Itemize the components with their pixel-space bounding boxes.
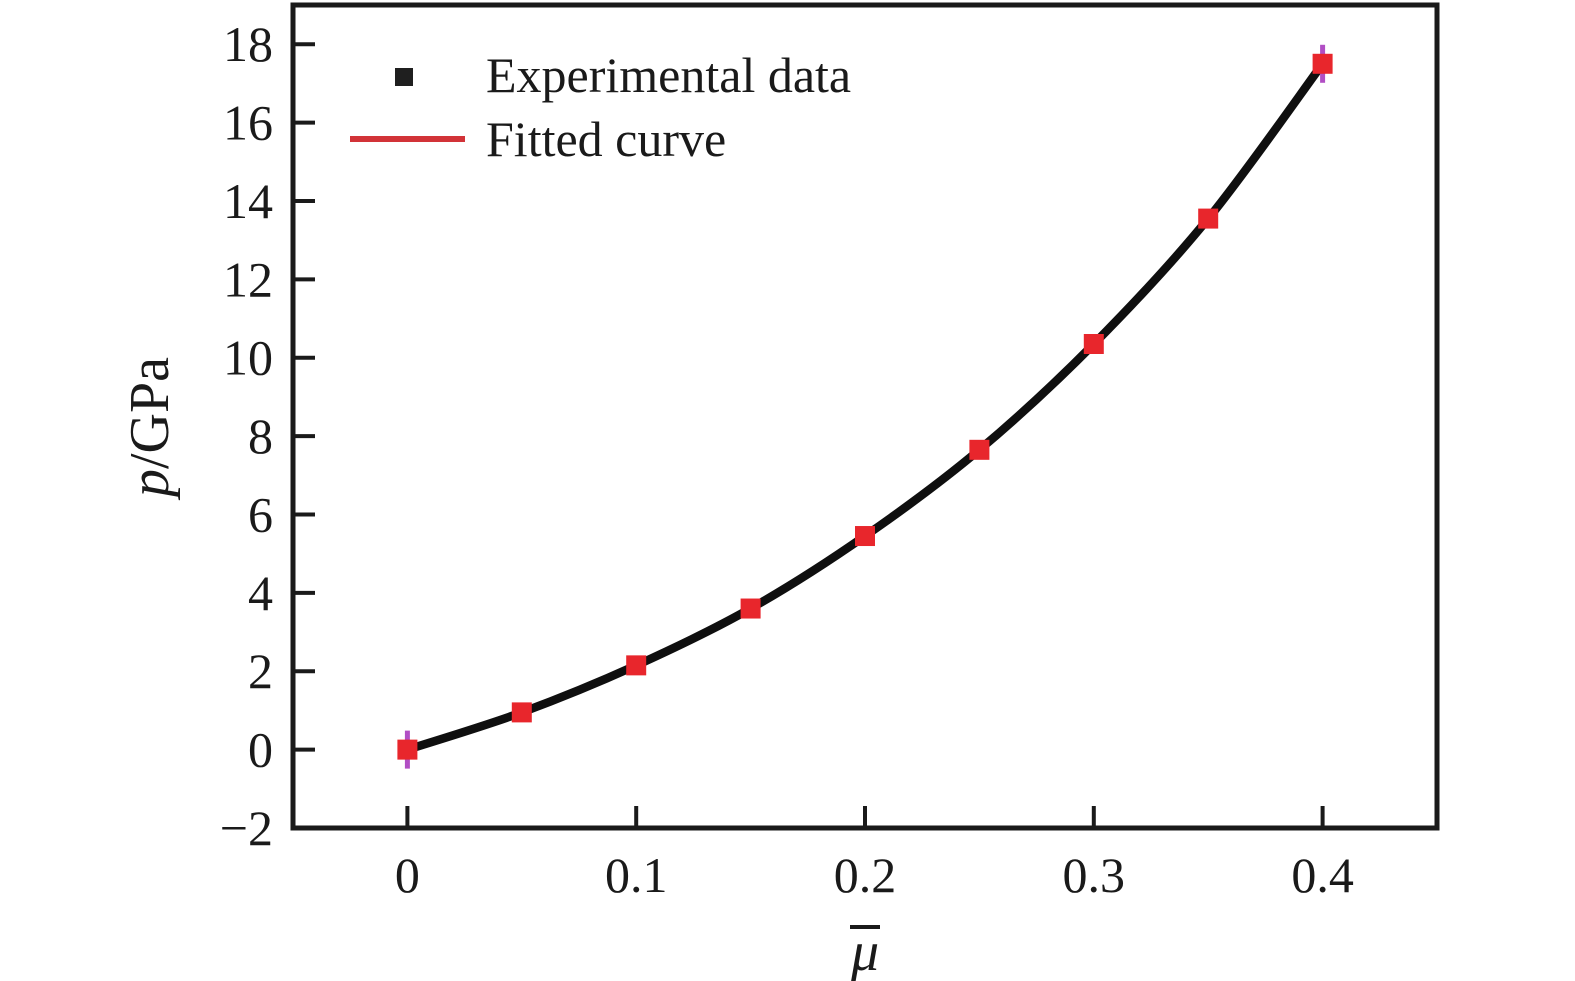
y-axis-label-symbol: p xyxy=(119,469,181,497)
y-tick-label: 8 xyxy=(248,408,273,464)
data-point-marker xyxy=(969,439,990,460)
data-point-marker xyxy=(511,702,532,723)
y-tick-label: 14 xyxy=(223,173,273,229)
x-axis-label-symbol: μ xyxy=(850,921,880,981)
x-tick-label: 0.4 xyxy=(1291,847,1354,903)
x-tick-label: 0.1 xyxy=(605,847,668,903)
y-tick-label: 10 xyxy=(223,330,273,386)
fitted-curve-line xyxy=(403,59,1327,754)
data-point-marker xyxy=(1312,53,1333,74)
y-tick-label: 4 xyxy=(248,565,273,621)
x-axis-label: μ xyxy=(835,915,895,981)
plot-border xyxy=(290,2,1440,831)
data-point-marker xyxy=(626,655,647,676)
y-tick-label: 16 xyxy=(223,95,273,151)
x-tick-label: 0.3 xyxy=(1063,847,1126,903)
y-axis-label: p/GPa xyxy=(118,357,182,497)
data-point-marker xyxy=(1083,333,1104,354)
data-point-marker xyxy=(740,598,761,619)
y-tick-label: 6 xyxy=(248,486,273,542)
data-point-marker xyxy=(855,526,875,547)
data-point-marker xyxy=(397,739,418,760)
y-tick-label: 0 xyxy=(248,722,273,778)
x-tick-label: 0 xyxy=(395,847,420,903)
x-tick-label: 0.2 xyxy=(834,847,897,903)
y-tick-label: 18 xyxy=(223,16,273,72)
y-tick-label: 12 xyxy=(223,251,273,307)
y-tick-label: −2 xyxy=(220,800,273,856)
data-point-marker xyxy=(1198,208,1219,229)
y-tick-label: 2 xyxy=(248,643,273,699)
x-axis-label-overbar xyxy=(850,925,880,929)
y-axis-label-unit: /GPa xyxy=(119,357,181,469)
